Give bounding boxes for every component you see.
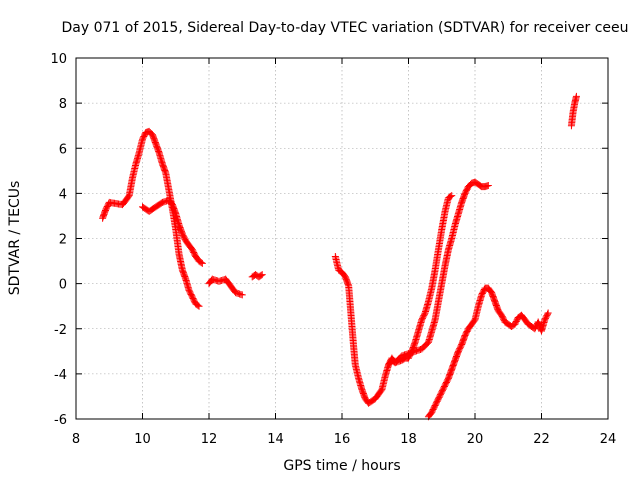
data-point <box>448 192 456 200</box>
grid <box>76 58 608 419</box>
data-series <box>99 92 580 421</box>
x-tick-label: 14 <box>267 432 284 447</box>
x-tick-label: 16 <box>334 432 351 447</box>
y-tick-label: 2 <box>59 233 67 248</box>
data-point <box>238 291 246 299</box>
x-axis-label: GPS time / hours <box>283 458 400 474</box>
x-tick-label: 20 <box>467 432 484 447</box>
data-point <box>572 92 580 100</box>
y-tick-label: 0 <box>59 278 67 293</box>
chart-title: Day 071 of 2015, Sidereal Day-to-day VTE… <box>61 20 628 36</box>
y-tick-label: 6 <box>59 142 67 157</box>
y-tick-label: -4 <box>54 368 67 383</box>
y-tick-label: 10 <box>50 52 67 67</box>
data-point <box>198 259 206 267</box>
y-tick-label: 4 <box>59 187 67 202</box>
x-tick-label: 24 <box>600 432 617 447</box>
y-tick-label: -6 <box>54 413 67 428</box>
data-point <box>484 181 492 189</box>
data-point <box>543 310 551 318</box>
data-point <box>447 192 455 200</box>
y-axis-label: SDTVAR / TECUs <box>7 181 23 296</box>
data-point <box>544 309 552 317</box>
x-tick-label: 22 <box>533 432 550 447</box>
data-point <box>258 271 266 279</box>
x-tick-label: 12 <box>201 432 218 447</box>
x-tick-label: 18 <box>400 432 417 447</box>
y-tick-label: -2 <box>54 323 67 338</box>
data-point <box>197 259 205 267</box>
data-point <box>195 302 203 310</box>
y-tick-label: 8 <box>59 97 67 112</box>
x-tick-label: 10 <box>134 432 151 447</box>
data-point <box>257 271 265 279</box>
data-point <box>194 301 202 309</box>
plot-frame <box>75 57 609 420</box>
x-tick-label: 8 <box>72 432 80 447</box>
